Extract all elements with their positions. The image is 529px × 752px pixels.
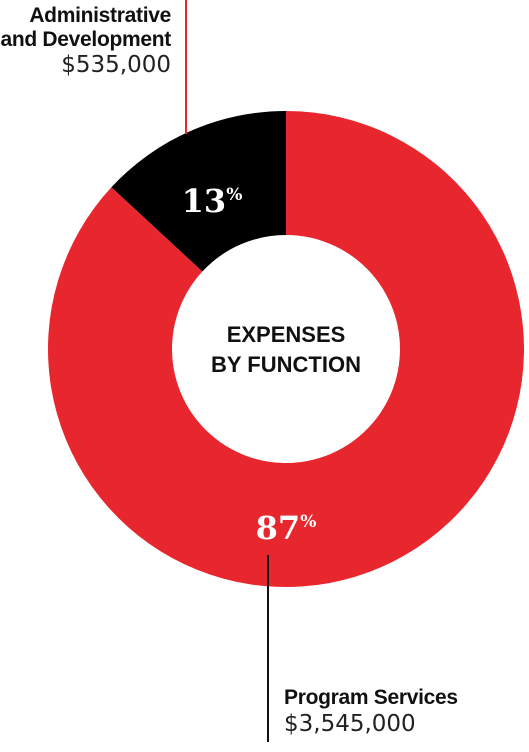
- slice-program-services: [47, 111, 524, 587]
- percent-labels: 13% 87%: [182, 182, 317, 547]
- percent-label-admin: 13%: [182, 182, 243, 220]
- program-slice-name: Program Services: [284, 686, 458, 709]
- slice-admin-development: [111, 111, 287, 272]
- admin-slice-name-line-1: Administrative: [29, 4, 171, 27]
- program-slice-amount: $3,545,000: [284, 710, 416, 737]
- admin-slice-name-line-2: and Development: [0, 27, 171, 51]
- leader-lines: [185, 0, 269, 742]
- admin-slice-label: Administrative and Development $535,000: [0, 4, 171, 79]
- center-title-line-2: BY FUNCTION: [211, 352, 361, 377]
- program-slice-label: Program Services $3,545,000: [284, 686, 458, 737]
- donut-slices: [47, 111, 524, 587]
- percent-label-program: 87%: [256, 509, 317, 547]
- center-title-line-1: EXPENSES: [227, 322, 346, 347]
- admin-slice-amount: $535,000: [61, 52, 171, 79]
- donut-center-title: EXPENSES BY FUNCTION: [211, 322, 361, 377]
